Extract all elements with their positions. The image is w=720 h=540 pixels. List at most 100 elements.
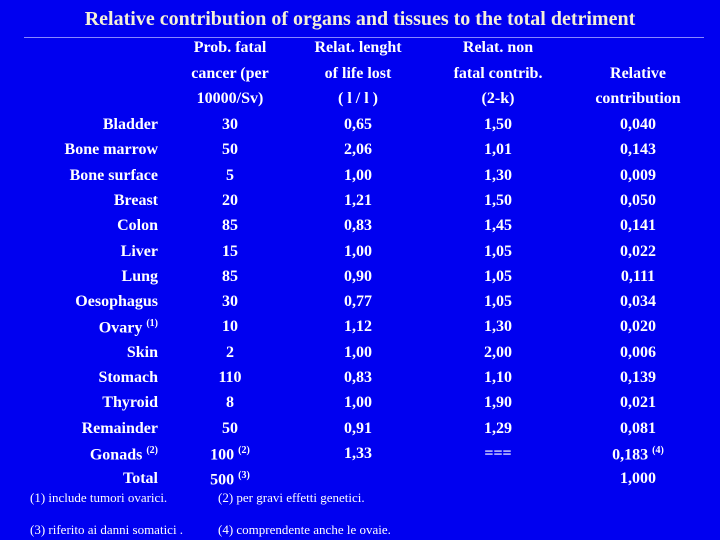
- footnote-ref: (4): [652, 444, 664, 456]
- table-cell: 0,022: [620, 242, 656, 260]
- table-cell: 1,00: [344, 166, 372, 184]
- table-cell: 0,009: [620, 166, 656, 184]
- table-cell: 30: [222, 293, 238, 311]
- row-label: Gonads (2): [89, 444, 158, 464]
- table-cell: 1,05: [484, 293, 512, 311]
- table-cell: 1,05: [484, 267, 512, 285]
- table-cell: 20: [222, 191, 238, 209]
- table-cell: 1,50: [484, 116, 512, 133]
- table-cell: 1,29: [484, 419, 512, 437]
- table-cell: 2,06: [344, 141, 372, 159]
- table-cell: 0,83: [344, 217, 372, 235]
- table-cell: 50: [222, 419, 238, 437]
- table-cell: 0,83: [344, 369, 372, 386]
- table-cell: 0,034: [620, 293, 656, 311]
- column-header: (2-k): [481, 90, 515, 107]
- row-label: Total: [123, 470, 158, 488]
- table-cell: 50: [222, 141, 238, 159]
- table-cell: 0,77: [344, 293, 372, 311]
- footnote: (2) per gravi effetti genetici.: [218, 490, 365, 505]
- cell-text: Gonads: [89, 446, 143, 464]
- table-cell: 1,00: [344, 343, 372, 361]
- table-cell: 1,30: [484, 166, 512, 184]
- column-header: contribution: [595, 90, 681, 107]
- table-cell: 1,90: [484, 394, 512, 412]
- row-label: Ovary (1): [99, 319, 158, 336]
- table-cell: 0,183 (4): [612, 444, 664, 464]
- footnote-ref: (2): [146, 444, 158, 456]
- footnote: (1) include tumori ovarici.: [30, 490, 168, 505]
- cell-text: Ovary: [98, 319, 143, 337]
- footnote-ref: (2): [238, 444, 250, 456]
- table-cell: 0,91: [344, 419, 372, 437]
- table-cell: 10: [222, 318, 238, 336]
- column-header: Relative: [610, 64, 666, 82]
- frame-line: [24, 37, 704, 38]
- table-cell: 5: [226, 166, 234, 184]
- row-label: Skin: [126, 343, 158, 361]
- row-label: Thyroid: [102, 394, 158, 412]
- table-cell: 1,10: [484, 369, 512, 386]
- column-header: 10000/Sv): [196, 90, 264, 107]
- table-cell: 0,006: [620, 343, 656, 361]
- row-label: Liver: [120, 242, 158, 260]
- table-cell: 100 (2): [210, 444, 250, 464]
- table-cell: 0,040: [620, 116, 656, 133]
- table-cell: 30: [222, 116, 238, 133]
- table-cell: 85: [222, 267, 238, 285]
- table-cell: 1,12: [344, 318, 372, 336]
- table-cell: 1,21: [344, 191, 372, 209]
- table-cell: 500 (3): [210, 471, 250, 488]
- row-label: Bone surface: [69, 166, 158, 184]
- column-header: Relat. lenght: [314, 39, 402, 56]
- table-cell: 1,00: [344, 242, 372, 260]
- footnote: (3) riferito ai danni somatici .: [30, 522, 184, 537]
- table-cell: 85: [222, 217, 238, 235]
- table-cell: 8: [226, 394, 234, 412]
- table-cell: 1,000: [620, 470, 656, 488]
- table-cell: 1,05: [484, 242, 512, 260]
- cell-text: 0,183: [612, 446, 649, 464]
- table-cell: 0,111: [620, 267, 656, 285]
- table-cell: 2: [226, 343, 234, 361]
- cell-text: 500: [210, 471, 235, 489]
- table-cell: 1,45: [484, 217, 512, 235]
- table-cell: 0,139: [620, 369, 656, 386]
- row-label: Lung: [121, 267, 158, 285]
- table-cell: 1,01: [484, 141, 512, 159]
- table-cell: 0,020: [620, 318, 656, 336]
- table-cell: 0,081: [620, 419, 656, 437]
- row-label: Breast: [113, 191, 158, 209]
- cell-text: 100: [210, 446, 235, 464]
- table-cell: 0,021: [620, 394, 656, 412]
- table-cell: 0,050: [620, 191, 656, 209]
- column-header: Relat. non: [462, 39, 534, 56]
- table-cell: 0,65: [344, 116, 372, 133]
- row-label: Bladder: [102, 116, 158, 133]
- table-cell: 1,50: [484, 191, 512, 209]
- table-cell: 1,30: [484, 318, 512, 336]
- table-cell: 1,00: [344, 394, 372, 412]
- column-header: ( l / l ): [338, 90, 378, 107]
- footnote: (4) comprendente anche le ovaie.: [218, 522, 391, 537]
- column-header: of life lost: [324, 64, 392, 82]
- column-header: Prob. fatal: [193, 39, 267, 56]
- row-label: Oesophagus: [75, 293, 158, 311]
- row-label: Stomach: [98, 369, 158, 386]
- table-cell: 110: [218, 369, 242, 386]
- table-cell: 0,143: [620, 141, 656, 159]
- slide-title: Relative contribution of organs and tiss…: [84, 8, 636, 30]
- footnote-ref: (1): [146, 318, 158, 330]
- row-label: Bone marrow: [64, 141, 158, 159]
- table-cell: 1,33: [344, 444, 372, 462]
- table-cell: 2,00: [484, 343, 512, 361]
- table-cell: 15: [222, 242, 238, 260]
- column-header: fatal contrib.: [453, 64, 543, 82]
- row-label: Colon: [117, 217, 158, 235]
- table-cell: 0,90: [344, 267, 372, 285]
- footnote-ref: (3): [238, 470, 250, 482]
- row-label: Remainder: [81, 419, 158, 437]
- table-cell: ===: [484, 444, 512, 462]
- column-header: cancer (per: [191, 64, 269, 82]
